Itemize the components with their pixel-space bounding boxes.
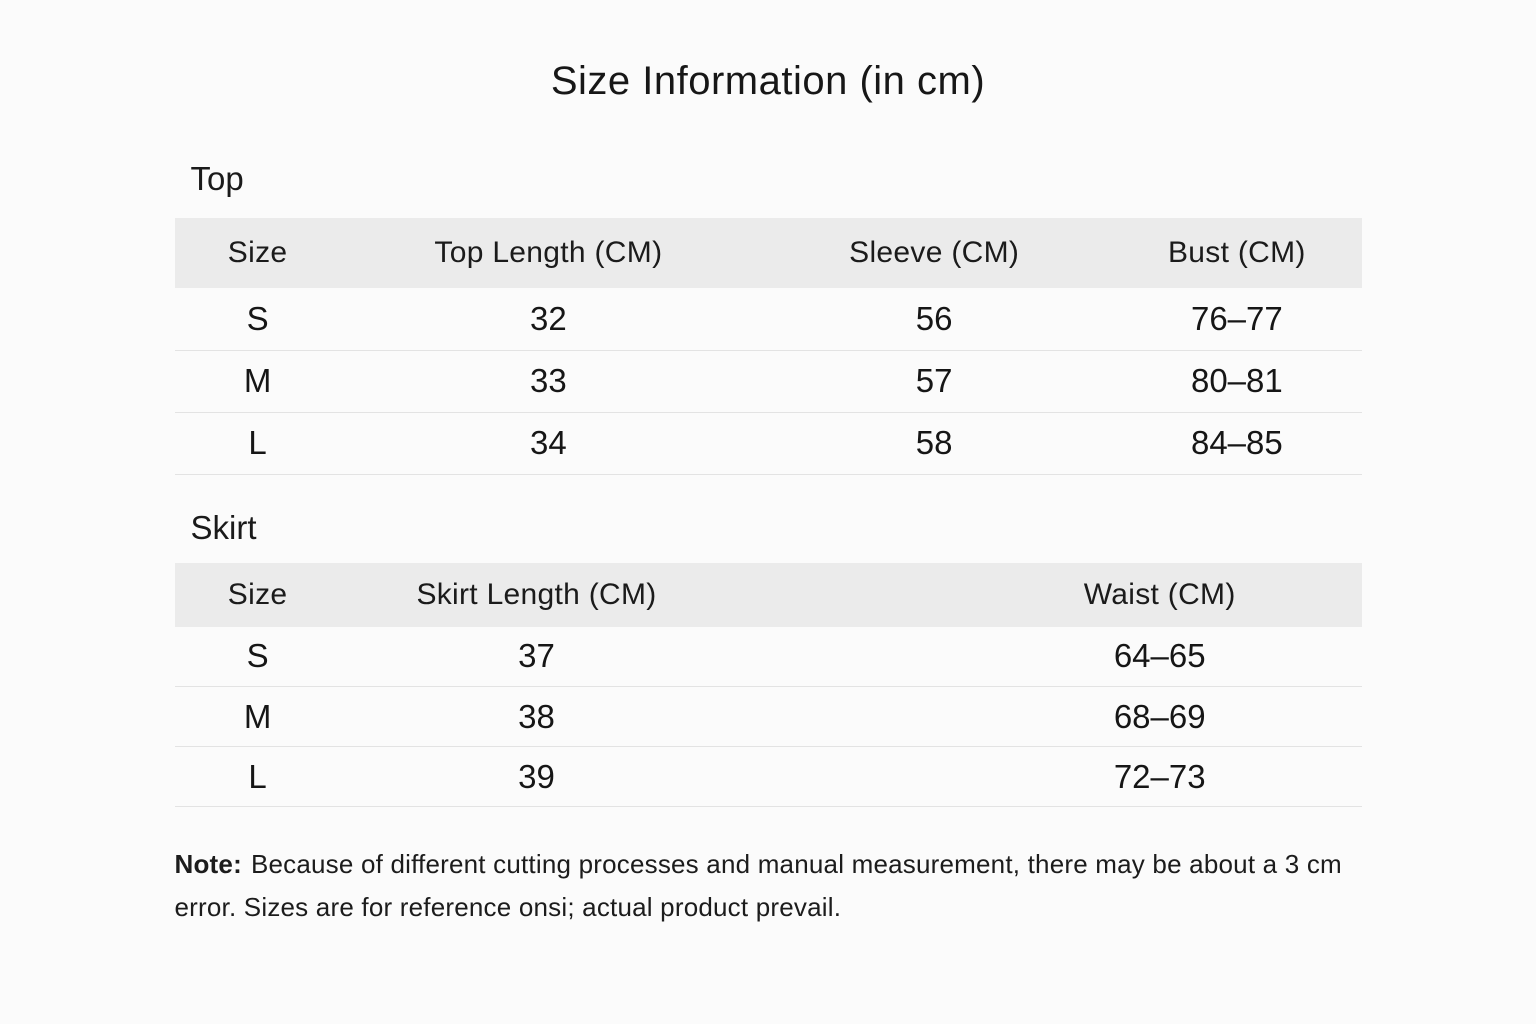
top-column-header-bust: Bust (CM): [1168, 236, 1306, 269]
cell-bust: 76–77: [1190, 299, 1283, 337]
table-row: S 37 64–65: [174, 627, 1362, 687]
top-section-label: Top: [190, 160, 244, 197]
table-row: S 32 56 76–77: [174, 288, 1362, 350]
cell-skirt-length: 39: [518, 757, 555, 795]
spacer-cell: [732, 563, 958, 627]
cell-size: L: [248, 424, 267, 461]
skirt-size-table: Size Skirt Length (CM) Waist (CM) S 37 6…: [174, 562, 1362, 808]
cell-sleeve: 57: [915, 362, 953, 399]
cell-top-length: 34: [530, 424, 567, 461]
note-text: Note: Because of different cutting proces…: [175, 843, 1362, 929]
page-title: Size Information (in cm): [550, 59, 986, 103]
table-row: L 34 58 84–85: [174, 412, 1362, 474]
skirt-column-header-skirt-length: Skirt Length (CM): [416, 577, 657, 611]
cell-waist: 72–73: [1113, 757, 1206, 795]
cell-size: S: [246, 637, 269, 675]
skirt-column-header-size: Size: [227, 577, 288, 611]
cell-size: L: [248, 757, 267, 795]
skirt-section-label: Skirt: [190, 508, 257, 546]
cell-size: M: [243, 362, 272, 399]
size-chart-content: Top Size Top Length (CM) Sleeve (CM) Bus…: [174, 160, 1362, 929]
cell-skirt-length: 37: [518, 637, 555, 675]
spacer-cell: [732, 747, 958, 807]
cell-size: M: [243, 697, 272, 735]
top-table-header-row: Size Top Length (CM) Sleeve (CM) Bust (C…: [174, 218, 1362, 288]
top-column-header-top-length: Top Length (CM): [434, 236, 663, 269]
table-row: M 38 68–69: [174, 687, 1362, 747]
spacer-cell: [732, 687, 958, 747]
note-label: Note:: [174, 849, 242, 879]
cell-sleeve: 58: [915, 424, 953, 461]
top-column-header-sleeve: Sleeve (CM): [849, 236, 1020, 269]
cell-skirt-length: 38: [518, 697, 555, 735]
cell-bust: 84–85: [1190, 424, 1283, 461]
note-body: Because of different cutting processes a…: [174, 849, 1342, 922]
cell-bust: 80–81: [1190, 362, 1283, 399]
skirt-table-header-row: Size Skirt Length (CM) Waist (CM): [174, 562, 1362, 627]
cell-waist: 64–65: [1113, 637, 1206, 675]
table-row: L 39 72–73: [174, 747, 1362, 807]
cell-waist: 68–69: [1113, 697, 1206, 735]
spacer-cell: [732, 627, 958, 687]
cell-sleeve: 56: [915, 299, 953, 337]
cell-size: S: [246, 299, 269, 337]
skirt-column-header-waist: Waist (CM): [1083, 577, 1236, 611]
cell-top-length: 33: [530, 362, 567, 399]
cell-top-length: 32: [530, 299, 567, 337]
top-column-header-size: Size: [227, 236, 288, 269]
table-row: M 33 57 80–81: [174, 350, 1362, 412]
top-size-table: Size Top Length (CM) Sleeve (CM) Bust (C…: [174, 218, 1362, 475]
